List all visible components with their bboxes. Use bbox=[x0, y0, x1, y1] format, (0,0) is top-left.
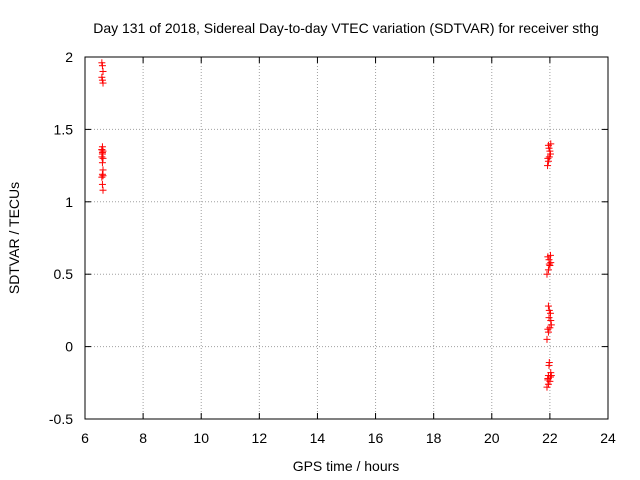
data-point bbox=[98, 59, 106, 67]
y-tick-label: 0.5 bbox=[54, 266, 74, 282]
y-tick-label: 1 bbox=[65, 194, 73, 210]
x-tick-label: 12 bbox=[252, 430, 268, 446]
x-tick-label: 14 bbox=[310, 430, 326, 446]
data-point bbox=[544, 380, 552, 388]
data-point bbox=[547, 140, 555, 148]
y-tick-label: -0.5 bbox=[49, 411, 73, 427]
x-tick-label: 16 bbox=[368, 430, 384, 446]
chart-title: Day 131 of 2018, Sidereal Day-to-day VTE… bbox=[93, 20, 599, 36]
data-point bbox=[545, 153, 553, 161]
data-point bbox=[98, 159, 106, 167]
data-point bbox=[99, 79, 107, 87]
data-point bbox=[545, 359, 553, 367]
x-tick-label: 24 bbox=[600, 430, 616, 446]
data-point bbox=[546, 309, 554, 317]
x-tick-label: 10 bbox=[193, 430, 209, 446]
data-point bbox=[99, 186, 107, 194]
data-point bbox=[99, 147, 107, 155]
x-tick-label: 20 bbox=[484, 430, 500, 446]
data-point bbox=[543, 383, 551, 391]
data-point bbox=[547, 259, 555, 267]
x-tick-label: 8 bbox=[139, 430, 147, 446]
data-point bbox=[98, 73, 106, 81]
grid-lines bbox=[85, 57, 608, 419]
data-points bbox=[98, 59, 555, 391]
data-point bbox=[545, 306, 553, 314]
data-point bbox=[98, 170, 106, 178]
data-point bbox=[547, 317, 555, 325]
data-point bbox=[546, 251, 554, 259]
y-axis-label: SDTVAR / TECUs bbox=[6, 182, 22, 294]
data-point bbox=[545, 144, 553, 152]
data-point bbox=[546, 262, 554, 270]
data-point bbox=[547, 321, 555, 329]
data-point bbox=[99, 154, 107, 162]
data-point bbox=[544, 372, 552, 380]
data-point bbox=[98, 173, 106, 181]
data-point bbox=[544, 157, 552, 165]
data-point bbox=[544, 162, 552, 170]
axis-ticks bbox=[84, 56, 609, 420]
data-point bbox=[544, 328, 552, 336]
y-tick-label: 0 bbox=[65, 339, 73, 355]
data-point bbox=[544, 325, 552, 333]
plot-frame bbox=[84, 56, 609, 420]
x-tick-label: 22 bbox=[542, 430, 558, 446]
data-point bbox=[98, 180, 106, 188]
data-point bbox=[546, 147, 554, 155]
data-point bbox=[544, 302, 552, 310]
data-point bbox=[98, 76, 106, 84]
x-tick-labels: 6 8 10 12 14 16 18 20 22 24 bbox=[81, 430, 616, 446]
data-point bbox=[98, 146, 106, 154]
data-point bbox=[98, 62, 106, 70]
y-tick-labels: -0.5 0 0.5 1 1.5 2 bbox=[49, 49, 73, 427]
data-point bbox=[99, 67, 107, 75]
data-point bbox=[543, 335, 551, 343]
data-point bbox=[544, 376, 552, 384]
data-point bbox=[98, 149, 106, 157]
x-axis-label: GPS time / hours bbox=[293, 458, 400, 474]
data-point bbox=[98, 153, 106, 161]
data-point bbox=[99, 172, 107, 180]
data-point bbox=[544, 154, 552, 162]
data-point bbox=[544, 266, 552, 274]
x-tick-label: 6 bbox=[81, 430, 89, 446]
data-point bbox=[543, 270, 551, 278]
data-point bbox=[545, 314, 553, 322]
data-point bbox=[545, 260, 553, 268]
y-tick-label: 2 bbox=[65, 49, 73, 65]
x-tick-label: 18 bbox=[426, 430, 442, 446]
y-tick-label: 1.5 bbox=[54, 121, 74, 137]
data-point bbox=[546, 150, 554, 158]
